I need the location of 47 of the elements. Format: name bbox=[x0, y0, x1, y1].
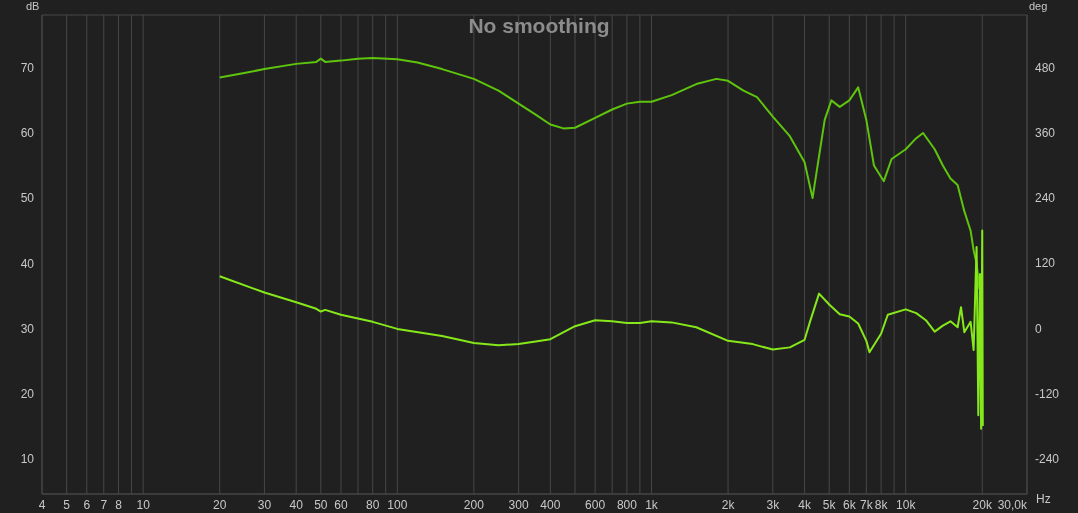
x-tick-label: 50 bbox=[314, 498, 328, 512]
x-tick-label: 30 bbox=[257, 498, 272, 512]
chart-title: No smoothing bbox=[467, 14, 611, 38]
x-tick-label: 20k bbox=[972, 498, 993, 512]
x-tick-label: 2k bbox=[721, 498, 736, 512]
x-tick-label: 600 bbox=[585, 498, 606, 512]
x-tick-label: 4 bbox=[38, 498, 46, 512]
x-tick-label: 60 bbox=[334, 498, 348, 512]
x-tick-label: 200 bbox=[463, 498, 485, 512]
x-axis-title: Hz bbox=[1036, 492, 1051, 506]
x-tick-label: 3k bbox=[766, 498, 781, 512]
y-tick-label: 60 bbox=[20, 126, 35, 141]
y2-tick-label: 120 bbox=[1035, 256, 1056, 271]
y2-tick-label: -240 bbox=[1035, 451, 1060, 466]
y2-tick-label: 480 bbox=[1035, 60, 1056, 75]
x-tick-label: 80 bbox=[366, 498, 380, 512]
y-tick-label: 10 bbox=[20, 452, 35, 467]
x-tick-label: 6k bbox=[842, 498, 857, 512]
x-tick-label: 8 bbox=[115, 498, 123, 512]
x-tick-label: 30,0k bbox=[997, 498, 1028, 512]
y-tick-label: 70 bbox=[20, 61, 35, 76]
x-tick-label: 6 bbox=[83, 498, 91, 512]
x-tick-label: 5k bbox=[822, 498, 837, 512]
x-tick-label: 10k bbox=[896, 498, 917, 512]
y2-tick-label: -120 bbox=[1035, 386, 1060, 401]
x-tick-label: 7 bbox=[100, 498, 108, 512]
x-tick-label: 20 bbox=[212, 498, 227, 512]
y2-tick-label: 360 bbox=[1035, 126, 1056, 141]
x-tick-label: 10 bbox=[136, 498, 151, 512]
y-axis-title: dB bbox=[26, 0, 40, 12]
x-tick-label: 400 bbox=[540, 498, 561, 512]
y-tick-label: 40 bbox=[20, 256, 35, 271]
x-tick-label: 300 bbox=[508, 498, 529, 512]
x-tick-label: 40 bbox=[289, 498, 304, 512]
x-tick-label: 8k bbox=[874, 498, 889, 512]
y2-axis-title: deg bbox=[1029, 0, 1048, 12]
y-tick-label: 30 bbox=[20, 321, 35, 336]
y-tick-label: 20 bbox=[20, 386, 35, 401]
x-tick-label: 5 bbox=[63, 498, 71, 512]
x-tick-label: 1k bbox=[645, 498, 659, 512]
x-tick-label: 800 bbox=[616, 498, 638, 512]
y2-tick-label: 0 bbox=[1035, 321, 1042, 336]
x-tick-label: 7k bbox=[860, 498, 874, 512]
x-tick-label: 100 bbox=[387, 498, 408, 512]
y-tick-label: 50 bbox=[20, 191, 35, 206]
y2-tick-label: 240 bbox=[1035, 191, 1056, 206]
x-tick-label: 4k bbox=[798, 498, 812, 512]
